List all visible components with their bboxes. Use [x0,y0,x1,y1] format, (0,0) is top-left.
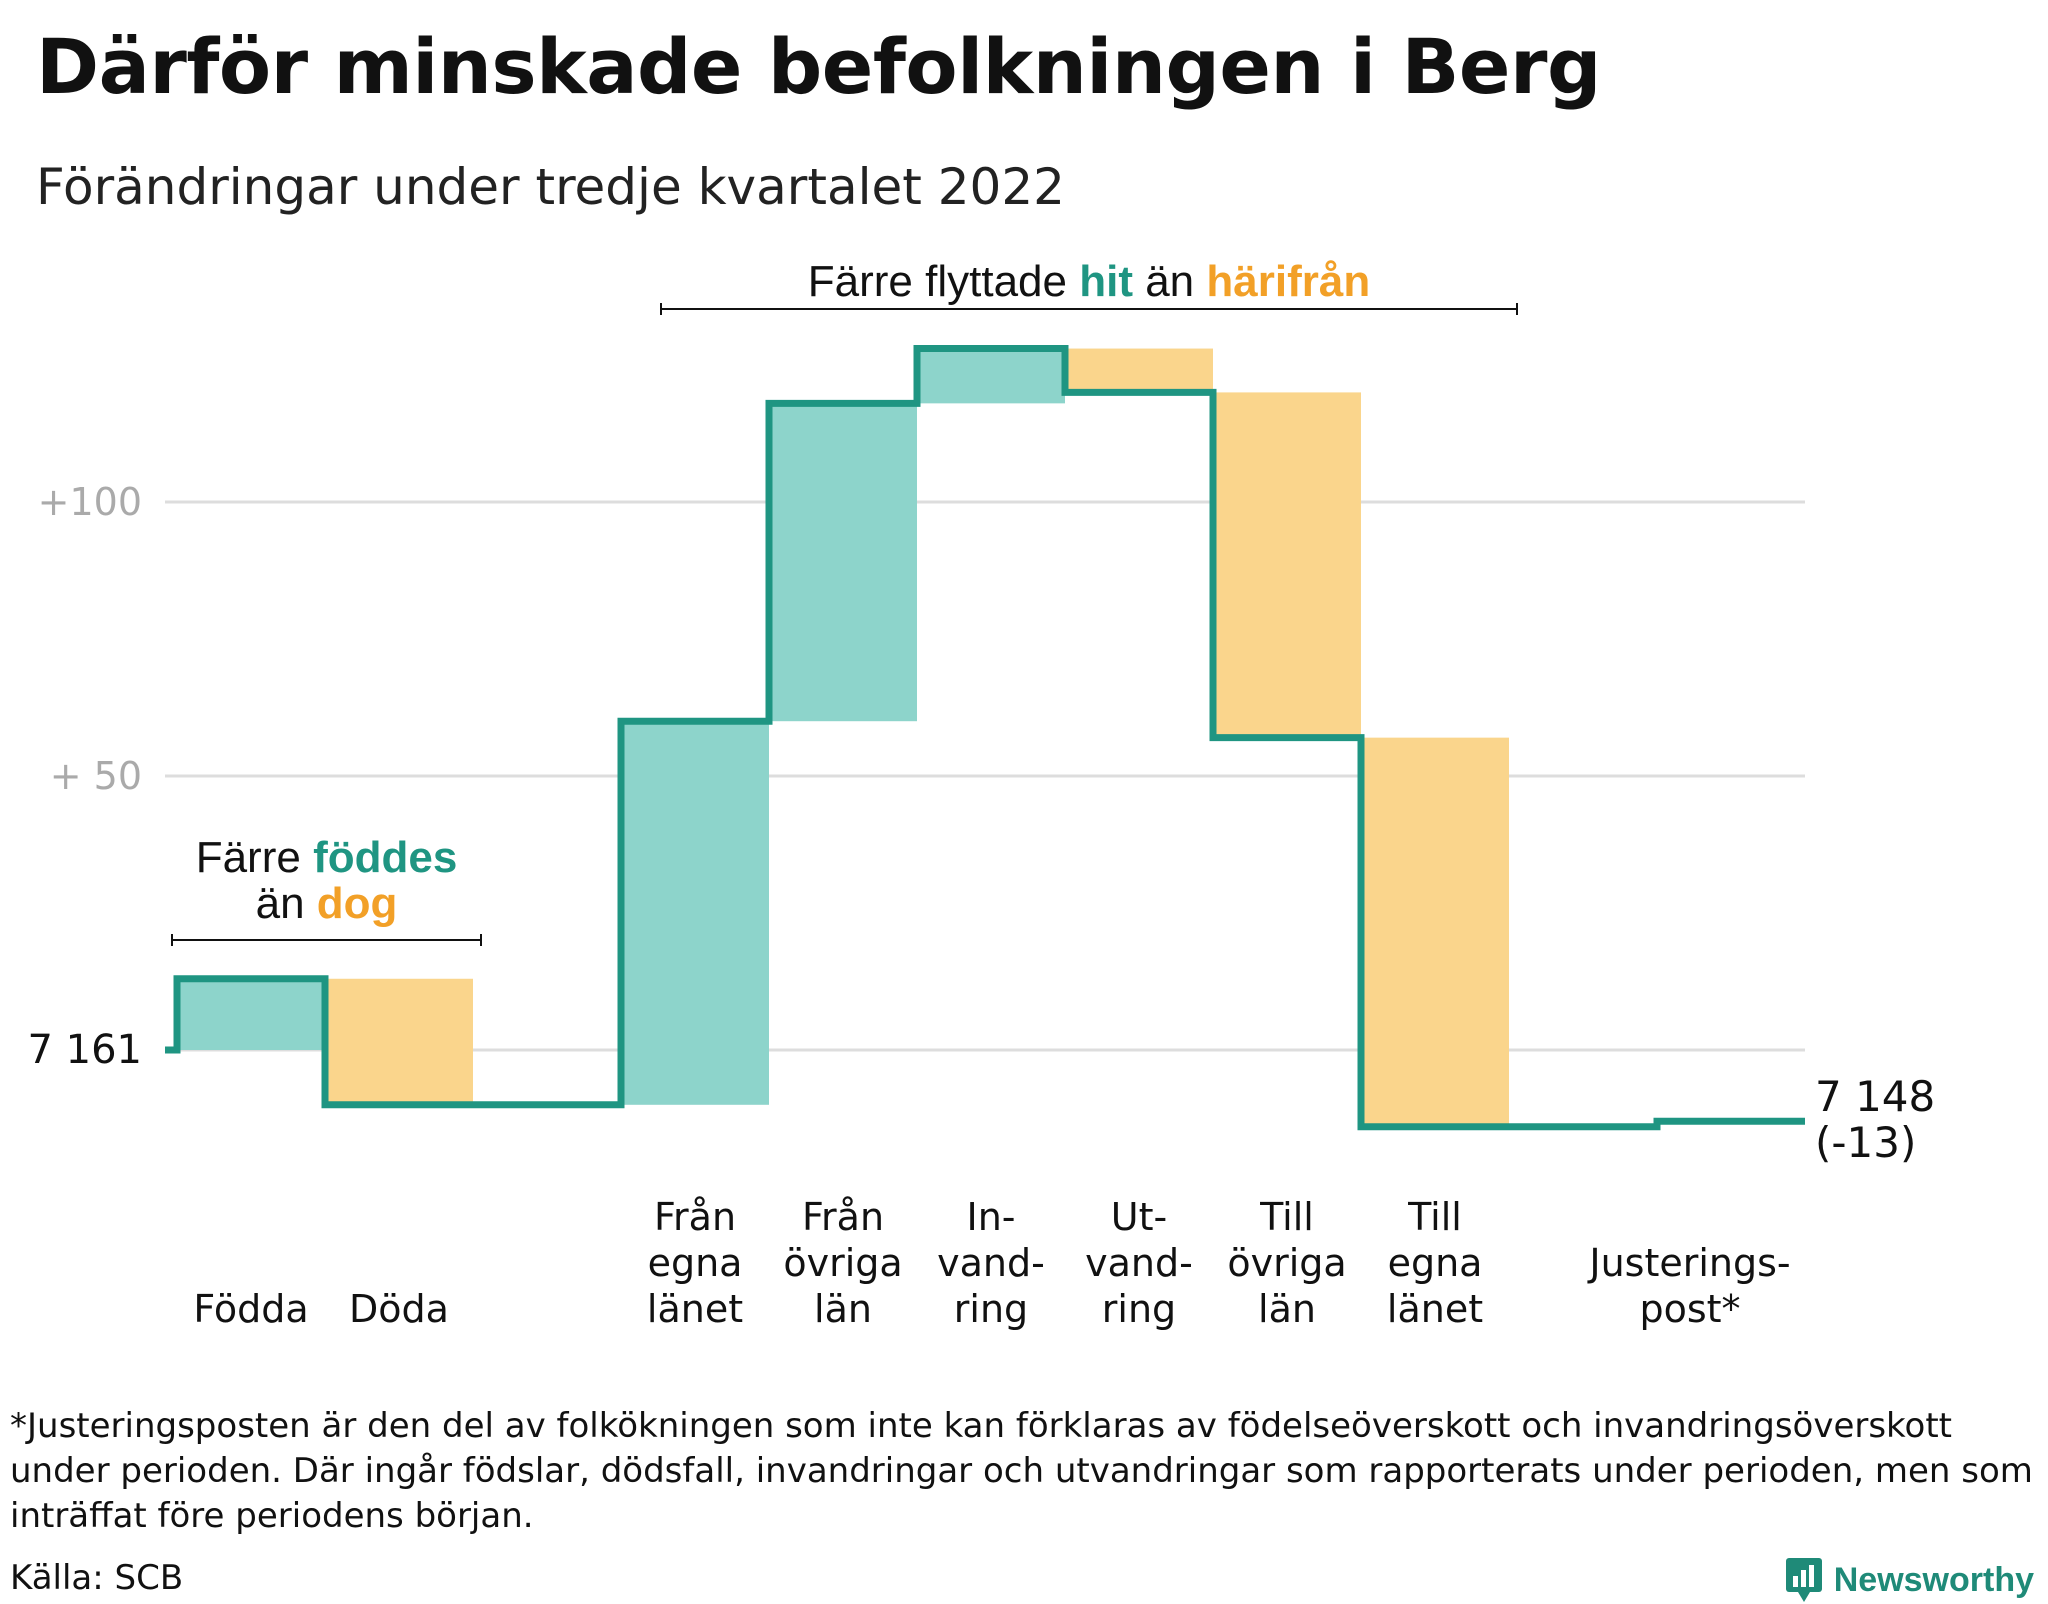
waterfall-bar-0 [177,978,325,1050]
cumulative-step-line [165,345,1805,1131]
newsworthy-logo[interactable]: Newsworthy [1784,1556,2034,1604]
annotation-text: än dog [256,879,398,928]
category-label: länet [647,1287,743,1331]
category-label: övriga [783,1241,902,1285]
annotation-segment: hit [1079,257,1133,306]
source-label: Källa: SCB [10,1558,184,1598]
category-label: ring [954,1287,1028,1331]
brand-name: Newsworthy [1833,1560,2034,1599]
end-value-label: 7 148 [1815,1072,1935,1121]
category-label: Till [1259,1195,1314,1239]
category-label: Döda [349,1287,449,1331]
end-change-label: (-13) [1815,1118,1916,1167]
waterfall-bar-3 [621,721,769,1105]
category-label: Födda [193,1287,308,1331]
baseline-value-label: 7 161 [27,1027,142,1073]
waterfall-bar-4 [769,403,917,722]
waterfall-bar-7 [1213,392,1361,738]
annotation-segment: härifrån [1206,257,1370,306]
category-label: ring [1102,1287,1176,1331]
category-label: Från [654,1195,736,1239]
annotation-segment: föddes [313,833,457,882]
annotation-segment: Färre [196,833,313,882]
category-label: In- [966,1195,1015,1239]
category-label: län [1258,1287,1316,1331]
annotation-segment: Färre flyttade [808,257,1079,306]
footnote: *Justeringsposten är den del av folkökni… [10,1406,2033,1536]
category-label: egna [648,1241,743,1285]
chart-title: Därför minskade befolkningen i Berg [36,22,1601,111]
waterfall-bar-1 [325,978,473,1105]
category-label: län [814,1287,872,1331]
annotation-segment: än [1133,257,1206,306]
waterfall-bar-8 [1361,737,1509,1127]
category-label: Justerings- [1587,1241,1790,1285]
category-label: egna [1388,1241,1483,1285]
category-label: vand- [1085,1241,1193,1285]
y-tick-label: +100 [38,480,142,524]
chart-subtitle: Förändringar under tredje kvartalet 2022 [36,158,1065,216]
waterfall-bar-6 [1065,348,1213,393]
category-label: post* [1639,1287,1740,1331]
category-label: Till [1407,1195,1462,1239]
category-label: vand- [937,1241,1045,1285]
y-tick-label: + 50 [50,754,142,798]
category-label: Från [802,1195,884,1239]
annotation-segment: än [256,879,317,928]
category-label: övriga [1227,1241,1346,1285]
newsworthy-logo-icon [1785,1558,1822,1602]
annotation-text: Färre flyttade hit än härifrån [808,257,1370,306]
annotation-segment: dog [317,879,398,928]
category-label: länet [1387,1287,1483,1331]
annotation-text: Färre föddes [196,833,458,882]
category-label: Ut- [1111,1195,1167,1239]
waterfall-bar-5 [917,348,1065,404]
